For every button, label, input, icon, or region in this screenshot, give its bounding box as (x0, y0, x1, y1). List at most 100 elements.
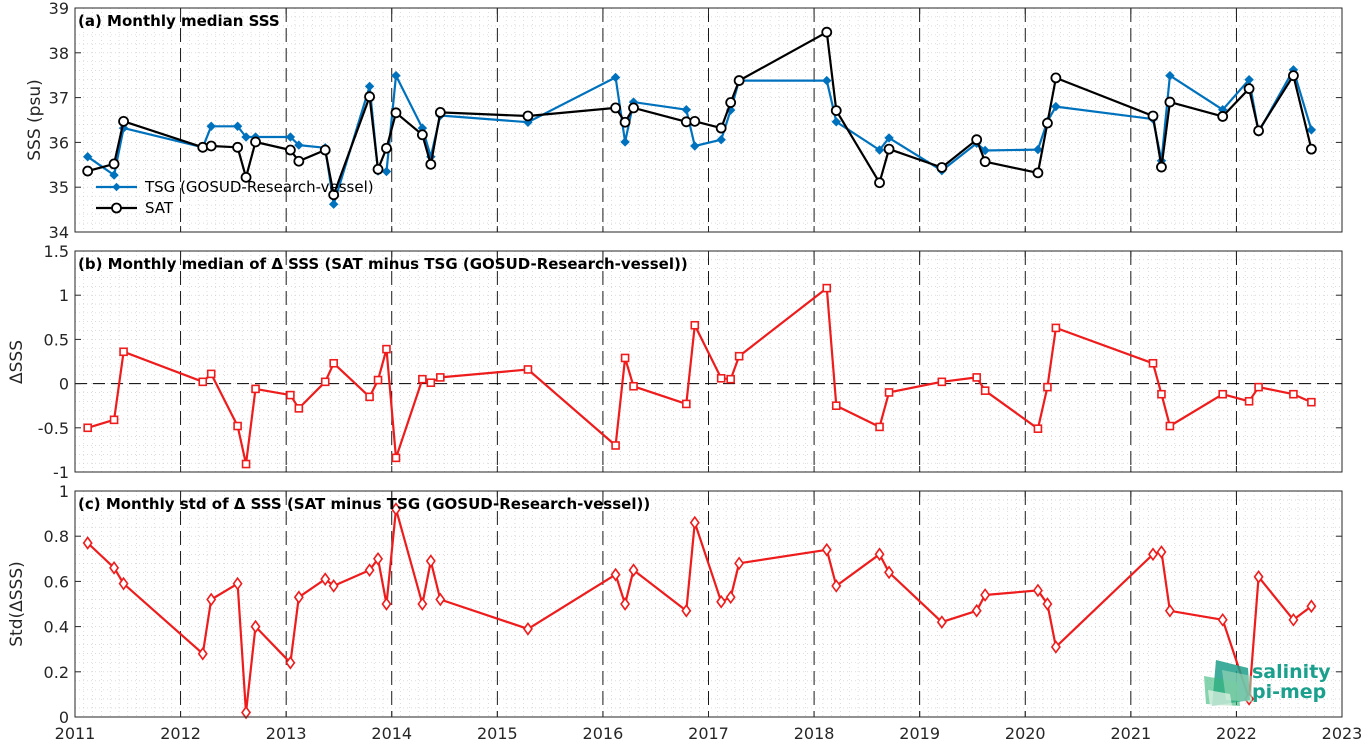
panel-b: -1 -0.5 0 0.5 1 1.5 (b) Monthly median of Δ S… (7, 242, 1343, 482)
ytick-label: 0.6 (44, 572, 69, 591)
panel-b-title: (b) Monthly median of Δ SSS (SAT minus T… (78, 255, 688, 273)
point-marker-36 (1042, 597, 1053, 611)
point-marker-29 (831, 579, 842, 593)
point-marker-24 (689, 515, 700, 530)
point-marker-24 (690, 320, 700, 330)
point-marker-5 (232, 576, 243, 591)
point-marker-40 (1165, 70, 1175, 81)
point-marker-37 (1051, 101, 1061, 112)
ytick-label: 1 (59, 482, 69, 501)
point-marker-34 (980, 386, 990, 395)
point-marker-44 (1288, 70, 1299, 82)
ytick-label: 1 (59, 286, 69, 305)
point-marker-15 (391, 70, 401, 81)
point-marker-25 (716, 594, 727, 609)
xtick-label: 2017 (688, 724, 729, 743)
point-marker-32 (936, 615, 947, 629)
series-line (87, 31, 1313, 196)
panel-c-yticks: 0 0.2 0.4 0.6 0.8 1 (44, 482, 1343, 727)
logo-graphic-icon (1204, 660, 1252, 706)
xtick-label: 2020 (1005, 724, 1046, 743)
ytick-label: -1 (53, 463, 69, 482)
point-marker-15 (390, 502, 401, 516)
ytick-label: 38 (49, 44, 69, 63)
point-marker-45 (1306, 125, 1317, 135)
point-marker-20 (610, 567, 621, 582)
point-marker-29 (831, 117, 841, 127)
point-marker-23 (681, 104, 692, 115)
point-marker-15 (391, 453, 401, 463)
point-marker-6 (240, 171, 252, 183)
legend: TSG (GOSUD-Research-vessel) SAT (96, 178, 374, 217)
point-marker-37 (1050, 72, 1062, 84)
point-marker-3 (197, 646, 208, 661)
xtick-label: 2019 (899, 724, 940, 743)
logo-line1: salinity (1252, 661, 1331, 683)
legend-sat-marker (111, 202, 122, 214)
point-marker-2 (119, 347, 128, 357)
point-marker-25 (715, 122, 727, 134)
panel-b-series (83, 283, 1316, 469)
point-marker-15 (390, 107, 402, 119)
ytick-label: 39 (49, 0, 69, 18)
point-marker-33 (972, 373, 981, 382)
point-marker-21 (620, 597, 631, 611)
point-marker-10 (320, 572, 331, 587)
point-marker-4 (206, 369, 216, 379)
point-marker-14 (381, 166, 392, 177)
point-marker-42 (1244, 396, 1254, 406)
point-marker-27 (733, 75, 745, 86)
point-marker-21 (620, 137, 630, 147)
point-marker-11 (328, 189, 340, 201)
point-marker-1 (109, 415, 119, 425)
point-marker-16 (416, 129, 428, 141)
point-marker-34 (979, 156, 991, 168)
panel-b-grid (75, 251, 1342, 472)
point-marker-1 (109, 170, 119, 180)
point-marker-38 (1148, 358, 1158, 368)
ytick-label: 0.5 (44, 330, 69, 349)
panel-b-yticks: -1 -0.5 0 0.5 1 1.5 (38, 242, 1343, 482)
point-marker-23 (681, 603, 692, 618)
point-marker-16 (417, 597, 428, 611)
point-marker-38 (1148, 547, 1158, 562)
point-marker-17 (425, 158, 437, 170)
point-marker-35 (1032, 583, 1043, 598)
ytick-label: 35 (49, 178, 69, 197)
point-marker-37 (1051, 323, 1061, 333)
point-marker-41 (1218, 389, 1227, 399)
point-marker-4 (206, 592, 217, 607)
point-marker-0 (82, 165, 94, 177)
point-marker-5 (232, 141, 243, 153)
ytick-label: 36 (49, 133, 69, 152)
ytick-label: 37 (49, 89, 69, 108)
logo-line2: pi-mep (1252, 681, 1326, 703)
point-marker-34 (980, 145, 990, 156)
point-marker-30 (874, 145, 885, 155)
point-marker-27 (734, 556, 745, 571)
panel-c-series (82, 502, 1317, 720)
point-marker-3 (197, 141, 209, 153)
point-marker-20 (611, 441, 620, 450)
point-marker-34 (980, 588, 991, 602)
ytick-label: 0 (59, 375, 69, 394)
point-marker-12 (364, 91, 375, 103)
point-marker-29 (831, 401, 841, 411)
panel-c-xticks: 2011 2012 2013 2014 2015 2016 2017 2018 2019 2020… (55, 724, 1363, 743)
point-marker-36 (1043, 382, 1052, 392)
point-marker-13 (373, 551, 384, 566)
panel-a-yticks: 34 35 36 37 38 39 (49, 0, 1343, 242)
ytick-label: 0.8 (44, 527, 69, 546)
point-marker-11 (328, 199, 339, 209)
xtick-label: 2021 (1110, 724, 1151, 743)
panel-a-series (82, 26, 1317, 209)
point-marker-26 (726, 374, 735, 384)
ytick-label: 0.2 (44, 663, 69, 682)
point-marker-18 (434, 106, 446, 118)
point-marker-19 (522, 621, 533, 636)
point-marker-26 (725, 590, 736, 605)
point-marker-28 (822, 283, 832, 293)
point-marker-40 (1164, 603, 1175, 618)
point-marker-28 (822, 75, 832, 86)
